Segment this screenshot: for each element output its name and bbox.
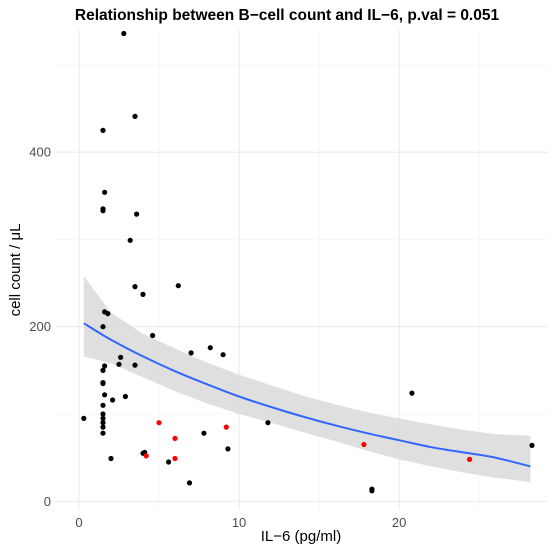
points-layer — [81, 30, 535, 494]
black-data-point — [102, 392, 108, 398]
plot-panel — [55, 30, 548, 510]
y-axis-ticks: 0 200 400 — [29, 145, 51, 509]
x-tick-label: 0 — [75, 515, 82, 530]
chart-title: Relationship between B−cell count and IL… — [75, 7, 500, 24]
black-data-point — [100, 324, 106, 330]
y-tick-label: 200 — [29, 319, 51, 334]
black-data-point — [369, 488, 375, 494]
black-data-point — [102, 363, 108, 369]
black-data-point — [100, 402, 106, 408]
black-data-point — [110, 397, 116, 403]
black-data-point — [225, 446, 231, 452]
y-tick-label: 0 — [44, 494, 51, 509]
black-data-point — [166, 459, 172, 465]
black-data-point — [220, 352, 226, 358]
y-tick-label: 400 — [29, 145, 51, 160]
black-data-point — [409, 390, 415, 396]
black-data-point — [140, 291, 146, 297]
black-data-point — [118, 354, 124, 360]
black-data-point — [132, 284, 138, 290]
x-tick-label: 20 — [392, 515, 406, 530]
black-data-point — [100, 430, 106, 436]
black-data-point — [100, 208, 106, 214]
black-data-point — [134, 211, 140, 217]
red-data-point — [172, 455, 178, 462]
black-data-point — [207, 345, 213, 351]
x-axis-label: IL−6 (pg/ml) — [261, 528, 341, 545]
major-gridlines — [55, 30, 548, 510]
black-data-point — [100, 380, 106, 387]
black-data-point — [100, 127, 106, 133]
fit-line — [83, 322, 531, 468]
black-data-point — [150, 332, 156, 339]
confidence-band — [83, 276, 531, 483]
black-data-point — [121, 30, 127, 37]
x-tick-label: 10 — [232, 515, 246, 530]
red-data-point — [172, 435, 178, 441]
black-data-point — [81, 415, 87, 421]
red-data-point — [143, 453, 149, 459]
y-axis-label: cell count / μL — [7, 224, 24, 317]
black-data-point — [201, 430, 207, 436]
black-data-point — [116, 361, 122, 367]
fit-line-layer — [83, 322, 531, 468]
black-data-point — [175, 283, 181, 289]
black-data-point — [186, 480, 193, 486]
confidence-band-layer — [83, 276, 531, 483]
black-data-point — [105, 311, 111, 317]
black-data-point — [529, 442, 535, 448]
black-data-point — [132, 113, 138, 119]
black-data-point — [100, 420, 106, 426]
black-data-point — [100, 424, 106, 430]
red-data-point — [156, 420, 162, 426]
red-data-point — [223, 424, 229, 430]
black-data-point — [122, 393, 128, 400]
black-data-point — [132, 362, 138, 368]
black-data-point — [100, 367, 106, 373]
black-data-point — [100, 415, 106, 421]
black-data-point — [102, 189, 108, 195]
black-data-point — [265, 420, 271, 426]
black-data-point — [127, 237, 133, 243]
black-data-point — [188, 350, 194, 356]
red-data-point — [361, 441, 367, 448]
black-data-point — [100, 411, 106, 417]
red-data-point — [467, 456, 473, 462]
black-data-point — [108, 455, 114, 462]
x-axis-ticks: 0 10 20 — [75, 515, 406, 530]
